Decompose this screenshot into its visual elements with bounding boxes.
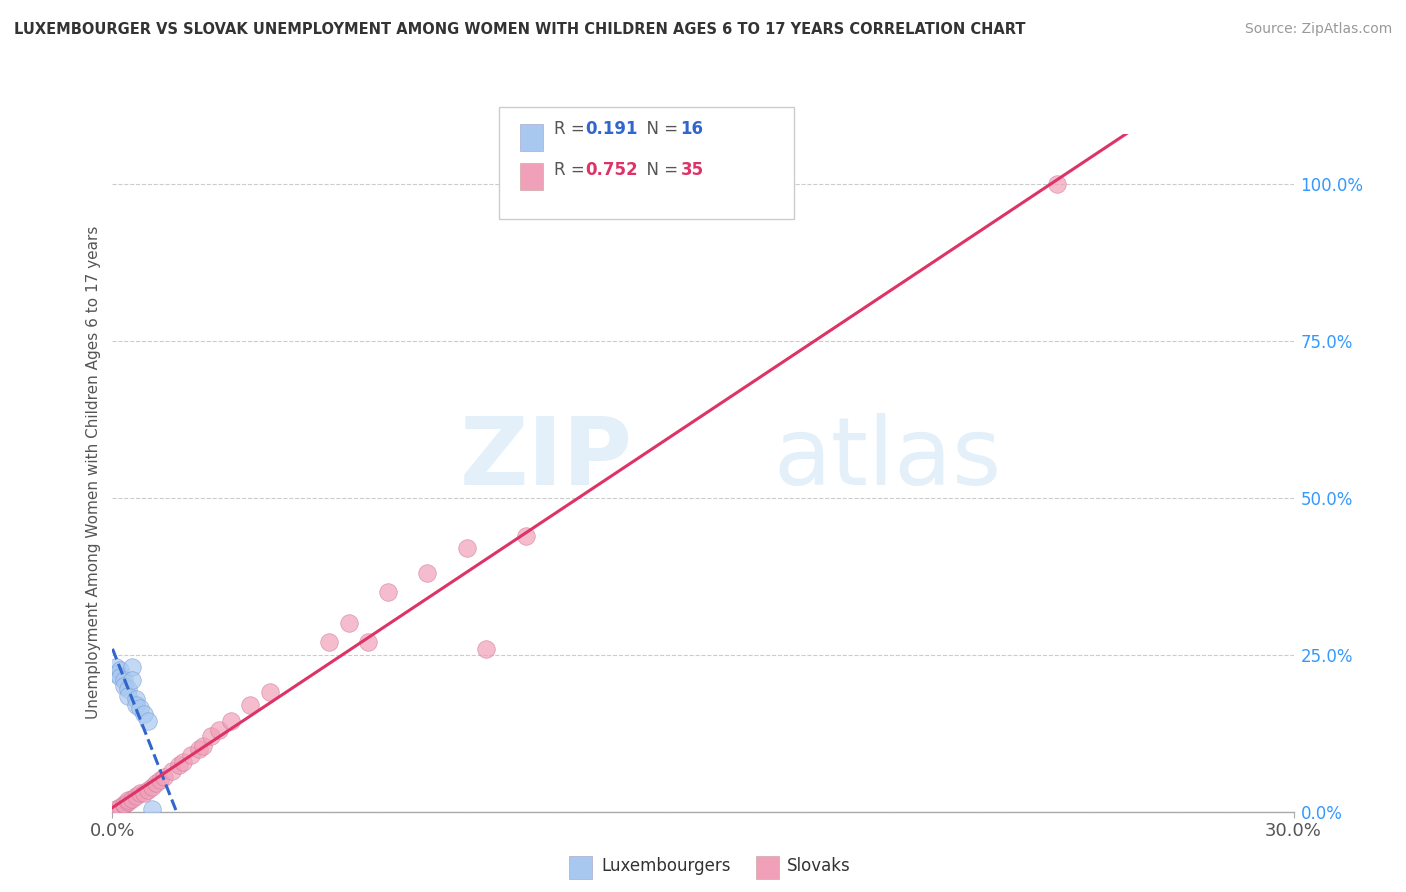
- Point: [149, 773, 172, 788]
- Point: [110, 664, 132, 678]
- Text: ZIP: ZIP: [460, 413, 633, 505]
- Point: [377, 585, 399, 599]
- Text: 0.752: 0.752: [585, 161, 637, 179]
- Point: [475, 641, 498, 656]
- Point: [110, 670, 132, 684]
- Point: [141, 801, 163, 815]
- Point: [318, 635, 340, 649]
- Point: [160, 764, 183, 778]
- Point: [121, 792, 143, 806]
- Point: [105, 660, 128, 674]
- Point: [125, 691, 148, 706]
- Point: [208, 723, 231, 738]
- Y-axis label: Unemployment Among Women with Children Ages 6 to 17 years: Unemployment Among Women with Children A…: [86, 226, 101, 720]
- Point: [117, 689, 139, 703]
- Point: [145, 776, 167, 790]
- Text: 0.191: 0.191: [585, 120, 637, 138]
- Text: R =: R =: [554, 161, 591, 179]
- Point: [117, 795, 139, 809]
- Point: [188, 742, 211, 756]
- Point: [121, 673, 143, 687]
- Point: [121, 660, 143, 674]
- Point: [112, 797, 135, 812]
- Text: LUXEMBOURGER VS SLOVAK UNEMPLOYMENT AMONG WOMEN WITH CHILDREN AGES 6 TO 17 YEARS: LUXEMBOURGER VS SLOVAK UNEMPLOYMENT AMON…: [14, 22, 1025, 37]
- Point: [239, 698, 262, 712]
- Point: [152, 770, 174, 784]
- Point: [125, 789, 148, 803]
- Point: [117, 793, 139, 807]
- Point: [357, 635, 380, 649]
- Text: Luxembourgers: Luxembourgers: [602, 857, 731, 875]
- Point: [132, 707, 155, 722]
- Point: [129, 786, 152, 800]
- Point: [129, 701, 152, 715]
- Text: 16: 16: [681, 120, 703, 138]
- Point: [416, 566, 439, 581]
- Text: 35: 35: [681, 161, 703, 179]
- Point: [200, 730, 222, 744]
- Point: [105, 666, 128, 681]
- Point: [1046, 177, 1069, 191]
- Text: Slovaks: Slovaks: [787, 857, 851, 875]
- Point: [515, 528, 537, 542]
- Point: [191, 739, 214, 753]
- Text: Source: ZipAtlas.com: Source: ZipAtlas.com: [1244, 22, 1392, 37]
- Point: [136, 714, 159, 728]
- Text: atlas: atlas: [773, 413, 1002, 505]
- Point: [169, 757, 191, 772]
- Point: [125, 698, 148, 712]
- Text: R =: R =: [554, 120, 591, 138]
- Point: [117, 682, 139, 697]
- Text: N =: N =: [636, 120, 683, 138]
- Text: N =: N =: [636, 161, 683, 179]
- Point: [337, 616, 360, 631]
- Point: [105, 801, 128, 815]
- Point: [110, 799, 132, 814]
- Point: [172, 755, 194, 769]
- Point: [112, 798, 135, 813]
- Point: [456, 541, 478, 555]
- Point: [219, 714, 242, 728]
- Point: [132, 786, 155, 800]
- Point: [141, 780, 163, 794]
- Point: [112, 673, 135, 687]
- Point: [259, 685, 281, 699]
- Point: [112, 679, 135, 693]
- Point: [136, 782, 159, 797]
- Point: [180, 748, 202, 763]
